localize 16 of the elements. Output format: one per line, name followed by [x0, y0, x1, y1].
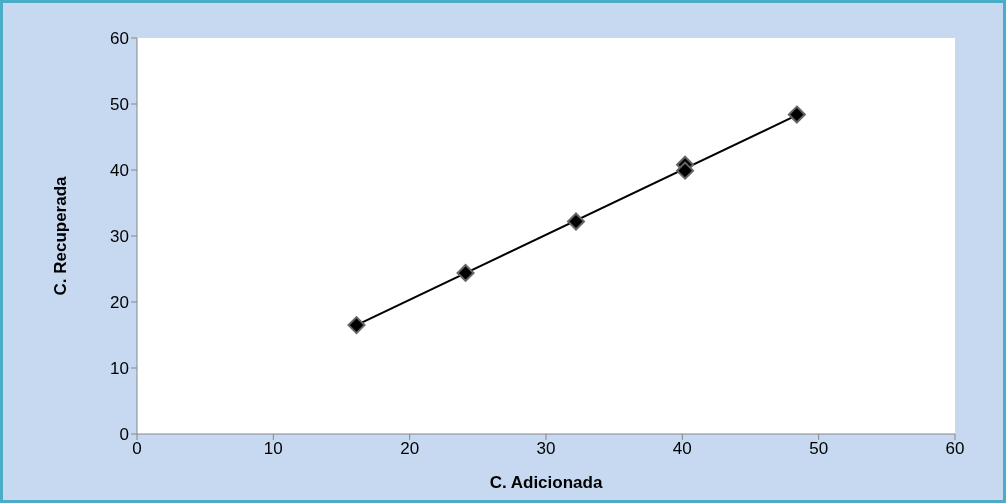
y-tick-label: 0 [119, 425, 129, 445]
y-tick-label: 30 [110, 227, 129, 247]
x-tick-label: 20 [400, 439, 420, 459]
x-tick-label: 60 [945, 439, 965, 459]
x-tick-label: 10 [263, 439, 283, 459]
y-tick-label: 40 [110, 161, 129, 181]
x-tick-label: 0 [132, 439, 142, 459]
x-tick-label: 40 [672, 439, 692, 459]
y-tick-label: 50 [110, 95, 129, 115]
x-axis-title: C. Adicionada [489, 473, 603, 492]
y-axis-title: C. Recuperada [51, 175, 71, 296]
y-tick-label: 10 [110, 359, 129, 379]
y-tick-label: 20 [110, 293, 129, 313]
x-tick-label: 30 [536, 439, 556, 459]
y-tick-label: 60 [110, 29, 129, 49]
x-tick-label: 50 [809, 439, 829, 459]
